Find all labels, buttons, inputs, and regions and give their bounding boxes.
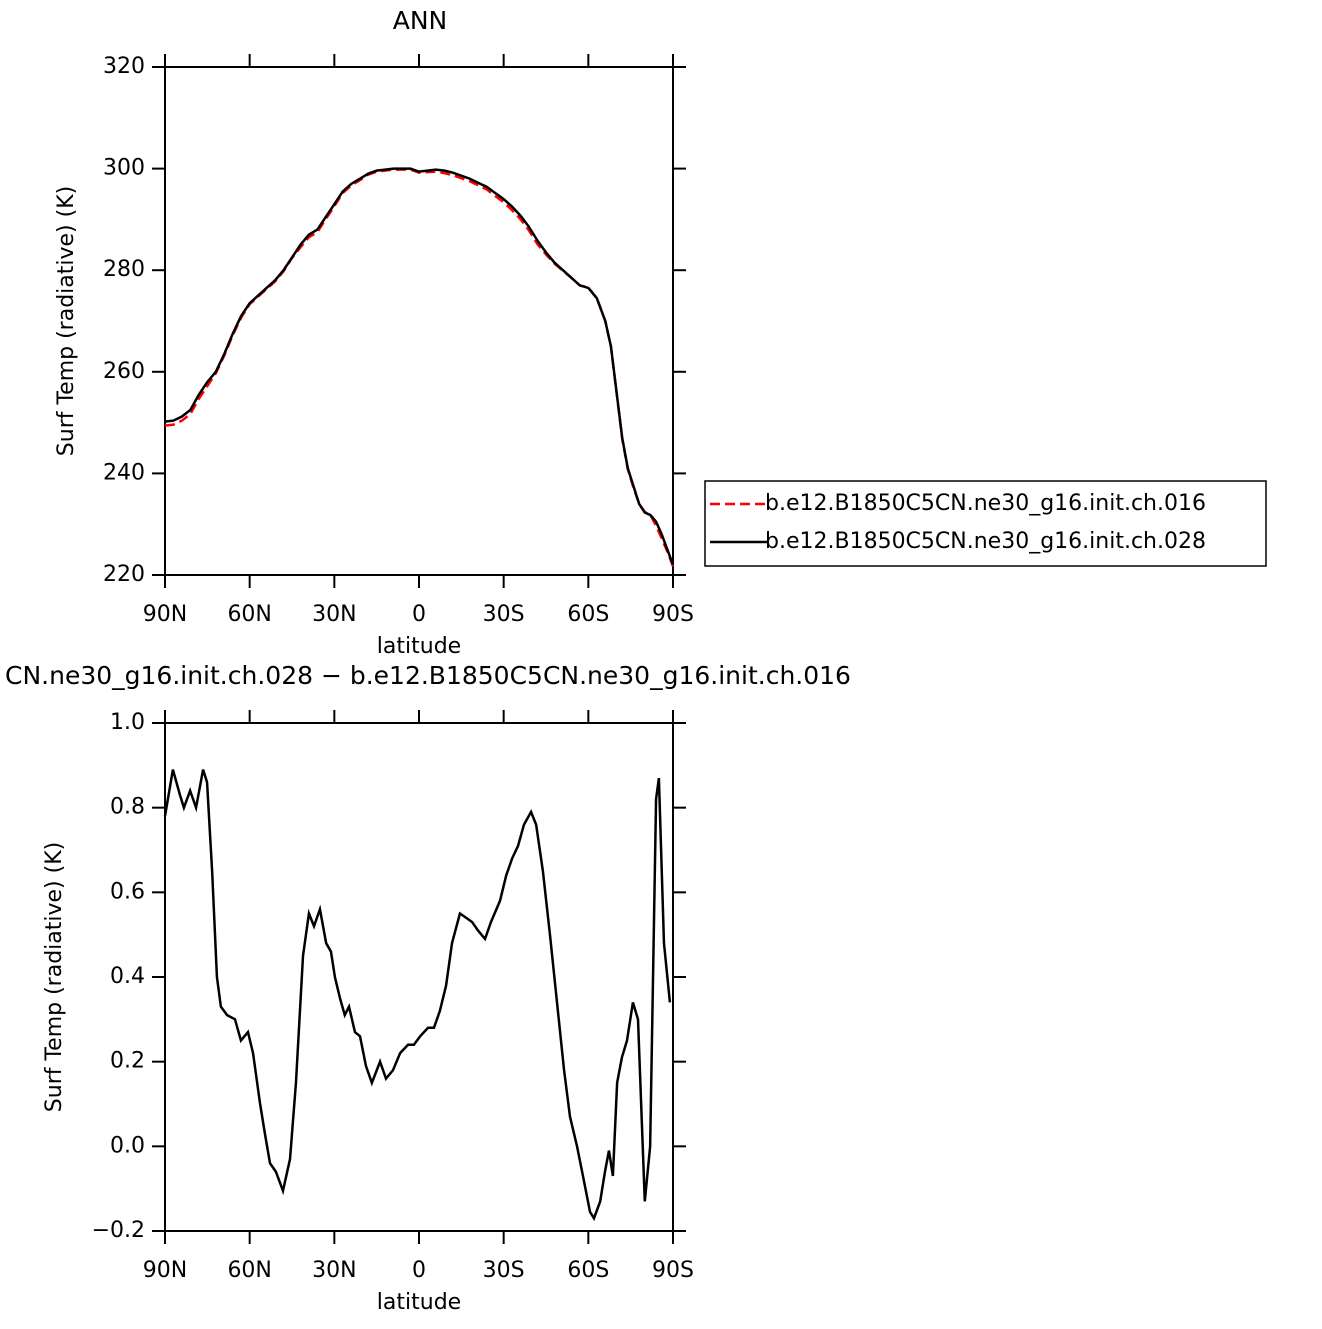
y-tick-label: 0.0 (110, 1133, 145, 1158)
plot-frame (164, 722, 674, 1232)
x-tick-label: 30N (312, 602, 356, 627)
y-tick-label: 0.4 (110, 964, 145, 989)
x-axis-label: latitude (377, 634, 461, 659)
legend-box (704, 480, 1267, 567)
x-tick-label: 90S (652, 602, 694, 627)
y-tick-label: −0.2 (92, 1218, 145, 1243)
y-axis-label: Surf Temp (radiative) (K) (42, 842, 67, 1112)
x-tick-label: 30S (483, 1258, 525, 1283)
x-tick-label: 90N (143, 602, 187, 627)
plot-frame (164, 66, 674, 576)
y-tick-label: 320 (103, 54, 145, 79)
x-tick-label: 30N (312, 1258, 356, 1283)
y-tick-label: 280 (103, 257, 145, 282)
y-tick-label: 300 (103, 156, 145, 181)
x-axis-label: latitude (377, 1290, 461, 1315)
chart-title: CN.ne30_g16.init.ch.028 − b.e12.B1850C5C… (5, 661, 851, 690)
data-line (164, 168, 675, 567)
legend-label: b.e12.B1850C5CN.ne30_g16.init.ch.028 (765, 529, 1206, 554)
x-tick-label: 90S (652, 1258, 694, 1283)
y-axis-label: Surf Temp (radiative) (K) (54, 186, 79, 456)
x-tick-label: 30S (483, 602, 525, 627)
x-tick-label: 0 (412, 1258, 426, 1283)
x-tick-label: 0 (412, 602, 426, 627)
data-line (163, 769, 672, 1222)
y-tick-label: 240 (103, 460, 145, 485)
y-tick-label: 0.8 (110, 795, 145, 820)
legend-label: b.e12.B1850C5CN.ne30_g16.init.ch.016 (765, 491, 1206, 516)
y-tick-label: 0.6 (110, 879, 145, 904)
x-tick-label: 60S (567, 1258, 609, 1283)
x-tick-label: 60N (227, 1258, 271, 1283)
x-tick-label: 90N (143, 1258, 187, 1283)
x-tick-label: 60N (227, 602, 271, 627)
data-line (164, 167, 675, 566)
chart-title: ANN (393, 6, 448, 35)
x-tick-label: 60S (567, 602, 609, 627)
y-tick-label: 1.0 (110, 710, 145, 735)
y-tick-label: 0.2 (110, 1049, 145, 1074)
y-tick-label: 220 (103, 562, 145, 587)
y-tick-label: 260 (103, 359, 145, 384)
